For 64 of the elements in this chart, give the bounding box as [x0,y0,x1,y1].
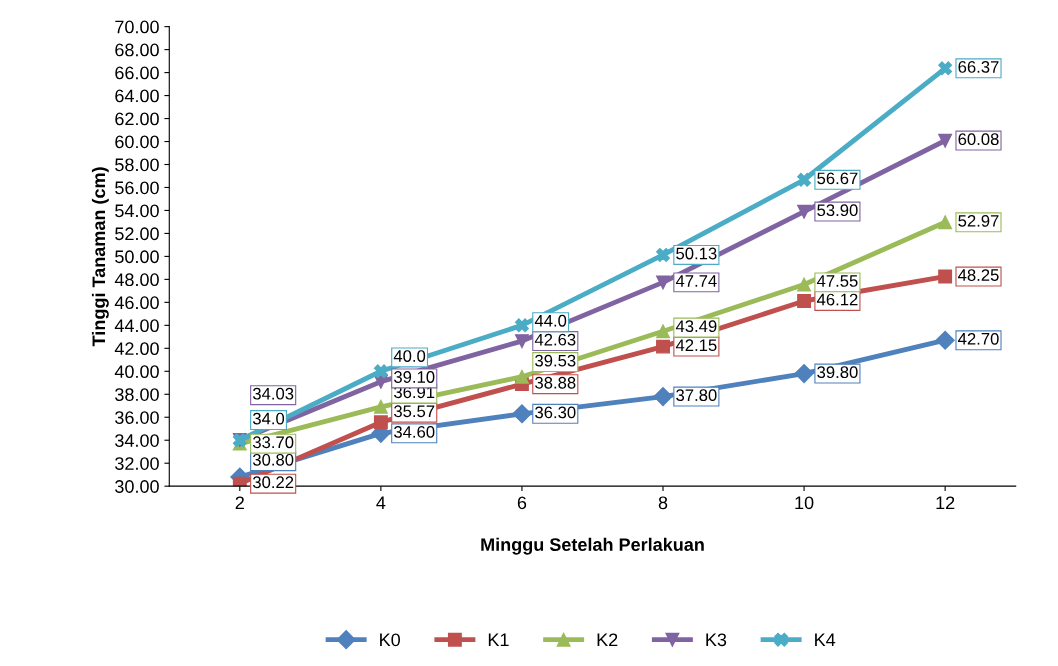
data-label: 34.0 [252,412,285,425]
y-tick-label: 54.00 [115,204,159,218]
y-tick-label: 50.00 [115,250,159,264]
data-label: 56.67 [817,172,858,185]
data-label: 39.80 [817,366,858,379]
y-tick-label: 32.00 [115,457,159,470]
y-tick-label: 52.00 [115,227,159,241]
data-label: 66.37 [958,61,999,73]
data-label: 38.88 [535,376,576,389]
data-label: 34.60 [394,426,435,438]
y-axis-title: Tinggi Tanaman (cm) [91,167,109,347]
y-tick-label: 60.00 [115,135,159,149]
y-tick-label: 42.00 [114,342,159,356]
data-label: 48.25 [958,269,999,281]
data-label: 39.10 [394,371,435,383]
data-label: 30.22 [252,476,294,489]
data-label: 35.57 [394,405,435,418]
x-tick-label: 12 [936,496,955,509]
data-label: 46.12 [816,293,858,306]
data-label: 34.03 [252,387,294,400]
x-tick-label: 10 [795,496,814,510]
data-label: 42.63 [534,333,576,346]
y-tick-label: 36.00 [115,411,159,424]
data-label: 37.80 [676,389,717,402]
legend-label: K1 [488,633,509,646]
data-label: 30.80 [252,453,294,466]
data-label: 42.70 [958,332,999,345]
legend-label: K2 [597,633,618,646]
data-label: 43.49 [675,320,717,333]
data-label: 36.91 [394,386,435,399]
y-tick-label: 70.00 [115,20,159,34]
y-tick-label: 66.00 [115,66,159,80]
y-tick-label: 40.00 [114,365,159,379]
y-tick-label: 64.00 [115,89,159,103]
data-label: 50.13 [676,247,717,260]
y-tick-label: 38.00 [115,388,159,401]
legend-label: K4 [815,633,836,646]
legend-label: K3 [706,633,727,647]
data-label: 40.0 [393,350,426,362]
x-tick-label: 6 [517,496,527,510]
x-tick-label: 4 [376,496,386,509]
x-tick-label: 8 [658,496,668,510]
y-tick-label: 30.00 [115,480,159,493]
y-tick-label: 56.00 [115,181,159,195]
y-tick-label: 62.00 [115,112,159,126]
y-tick-label: 44.00 [114,319,159,333]
x-axis-title: Minggu Setelah Perlakuan [481,537,704,555]
data-label: 47.55 [816,275,858,287]
data-label: 33.70 [252,436,294,449]
data-label: 39.53 [535,354,576,367]
data-label: 44.0 [534,314,567,327]
data-label: 53.90 [817,204,858,217]
data-label: 47.74 [675,275,717,287]
y-tick-label: 46.00 [114,296,159,310]
y-tick-label: 48.00 [114,273,159,287]
data-label: 52.97 [958,214,999,227]
y-tick-label: 58.00 [115,158,159,172]
x-tick-label: 2 [235,496,244,509]
data-label: 36.30 [535,406,576,419]
y-tick-label: 34.00 [115,434,159,447]
legend-label: K0 [380,633,401,647]
data-label: 42.15 [675,339,717,352]
data-label: 60.08 [958,133,999,146]
y-tick-label: 68.00 [115,43,159,57]
